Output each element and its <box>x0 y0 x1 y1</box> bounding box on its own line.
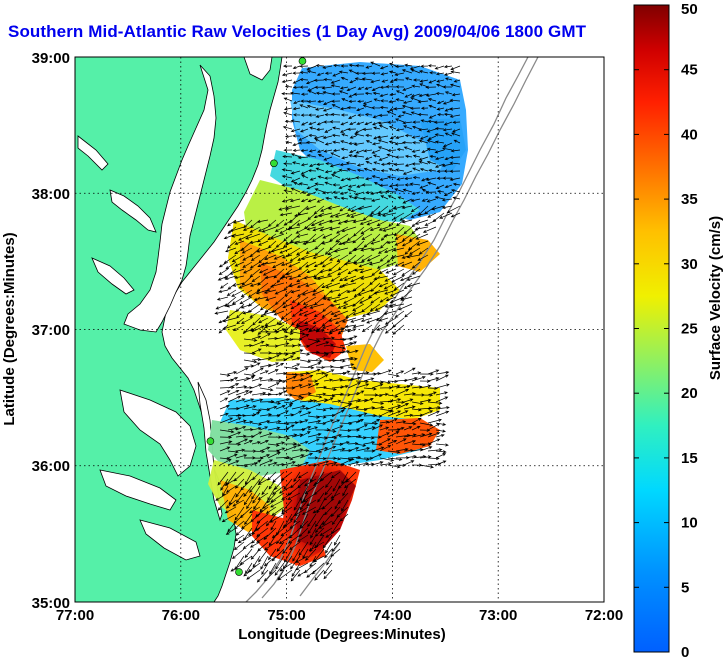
plot-frame <box>74 56 605 603</box>
bathymetry-contours <box>245 57 539 602</box>
x-tick-label: 74:00 <box>373 607 411 624</box>
x-axis-label: Longitude (Degrees:Minutes) <box>238 626 446 643</box>
colorbar: 0 5 10 15 20 25 30 35 40 45 50 Surface Velocity (c… <box>633 1 724 659</box>
station-marker <box>298 57 307 65</box>
colorbar-label: Surface Velocity (cm/s) <box>707 216 724 380</box>
y-tick-label: 39:00 <box>32 50 70 67</box>
colorbar-tick-label: 10 <box>681 515 698 532</box>
y-tick-label: 36:00 <box>32 458 70 475</box>
arrow-glyphs <box>214 61 461 583</box>
chart-title: Southern Mid-Atlantic Raw Velocities (1 … <box>8 22 587 41</box>
velocity-arrows <box>214 61 461 583</box>
colorbar-tick-label: 30 <box>681 256 698 273</box>
station-marker <box>206 437 215 446</box>
colorbar-tick-label: 15 <box>681 450 698 467</box>
colorbar-tick-label: 40 <box>681 126 698 143</box>
station-marker <box>235 568 243 576</box>
x-tick-label: 72:00 <box>585 607 623 624</box>
colorbar-tick-label: 50 <box>681 1 698 18</box>
colorbar-tick-label: 0 <box>681 644 689 659</box>
x-tick-label: 77:00 <box>56 607 94 624</box>
x-tick-label: 76:00 <box>162 607 200 624</box>
colorbar-tick-label: 45 <box>681 62 698 79</box>
colorbar-tick-label: 25 <box>681 321 698 338</box>
colorbar-tick-label: 5 <box>681 579 689 596</box>
y-tick-label: 38:00 <box>32 186 70 203</box>
colorbar-tick-label: 35 <box>681 191 698 208</box>
colorbar-scale <box>633 4 670 653</box>
grid-lines <box>75 57 604 602</box>
colorbar-tick-label: 20 <box>681 385 698 402</box>
x-tick-label: 73:00 <box>479 607 517 624</box>
bay-water <box>123 64 217 333</box>
y-tick-label: 35:00 <box>32 595 70 612</box>
y-axis: 39:00 38:00 37:00 36:00 35:00 <box>32 50 70 612</box>
land-area <box>75 57 283 602</box>
y-axis-label: Latitude (Degrees:Minutes) <box>1 232 18 425</box>
station-marker <box>270 159 278 168</box>
x-tick-label: 75:00 <box>267 607 305 624</box>
x-axis: 77:00 76:00 75:00 74:00 73:00 72:00 <box>56 607 623 624</box>
radar-stations <box>206 57 307 576</box>
y-tick-label: 37:00 <box>32 322 70 339</box>
